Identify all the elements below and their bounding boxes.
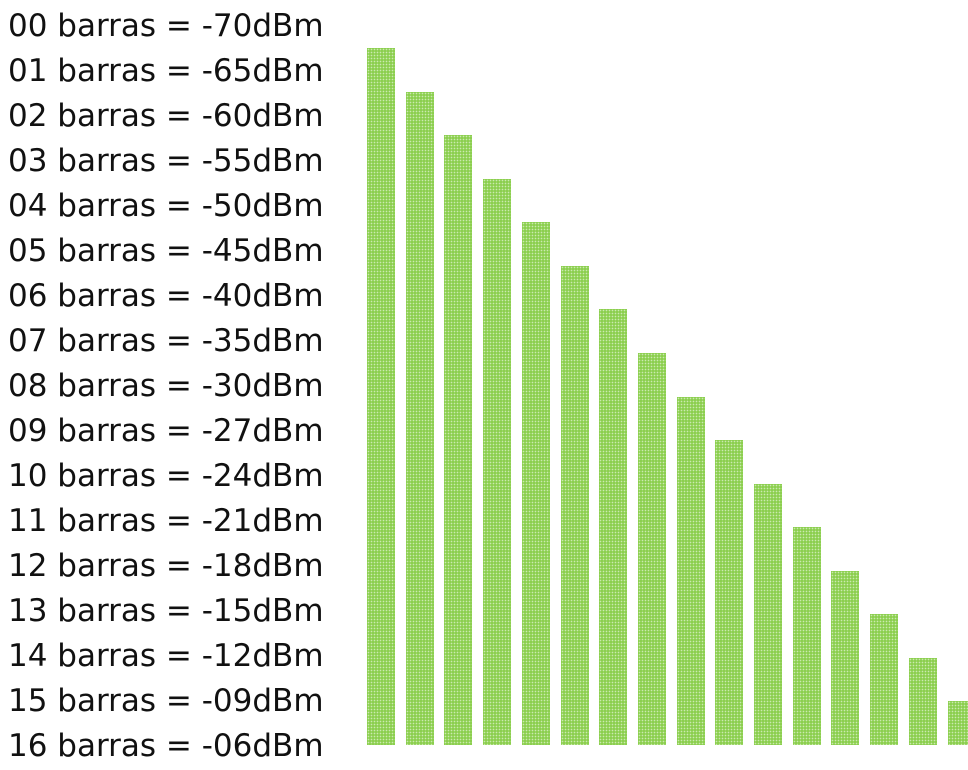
signal-bar-8 <box>638 353 666 745</box>
signal-bar-7 <box>599 309 627 745</box>
signal-bar-16 <box>948 701 968 745</box>
signal-bar-10 <box>715 440 743 745</box>
signal-bar-5 <box>522 222 550 745</box>
signal-bar-9 <box>677 397 705 746</box>
signal-bar-3 <box>444 135 472 745</box>
signal-bar-14 <box>870 614 898 745</box>
signal-bar-12 <box>793 527 821 745</box>
signal-bar-11 <box>754 484 782 745</box>
signal-bar-4 <box>483 179 511 745</box>
signal-bar-15 <box>909 658 937 745</box>
signal-bar-13 <box>831 571 859 745</box>
signal-bar-6 <box>561 266 589 745</box>
signal-bar-2 <box>406 92 434 745</box>
signal-bar-1 <box>367 48 395 745</box>
